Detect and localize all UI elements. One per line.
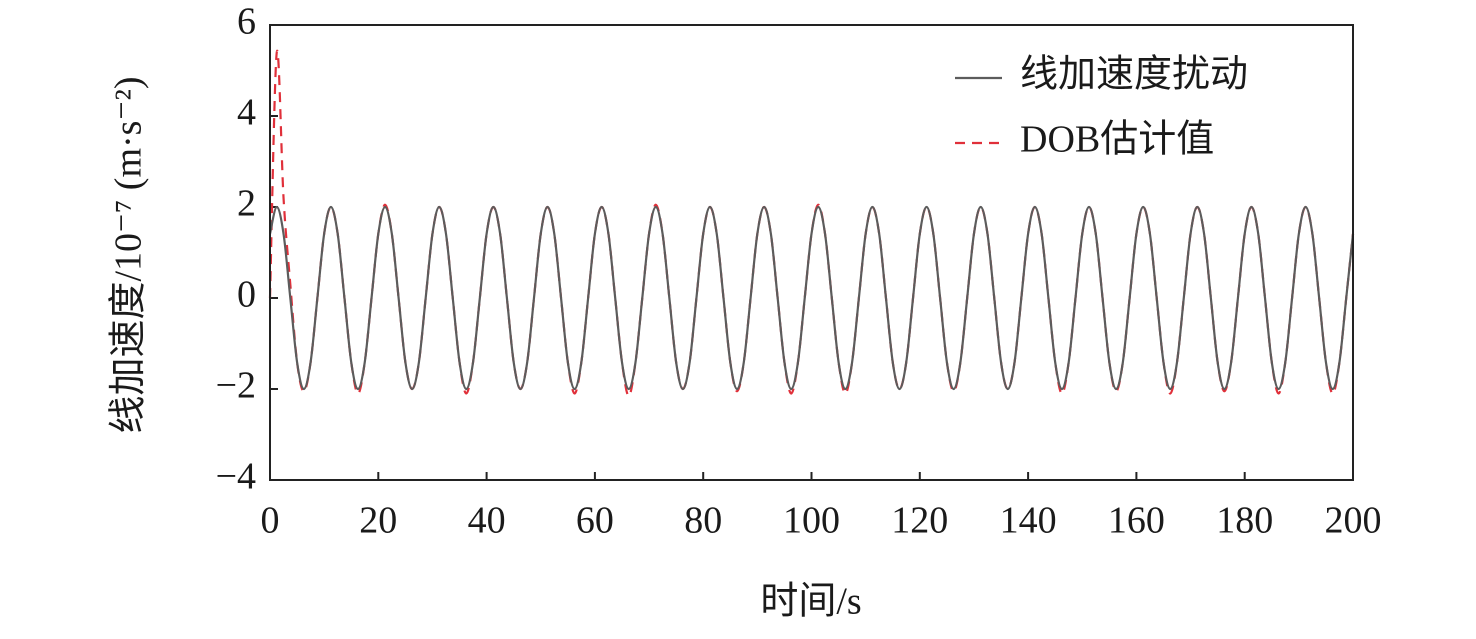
- y-tick-label: −4: [216, 456, 256, 498]
- x-tick-label: 100: [783, 500, 840, 542]
- y-axis-label: 线加速度/10⁻⁷ (m·s⁻²): [108, 76, 150, 433]
- x-tick-label: 140: [1000, 500, 1057, 542]
- legend-label: 线加速度扰动: [1020, 54, 1248, 96]
- y-tick-label: 2: [237, 183, 256, 225]
- data-line: [268, 49, 1355, 397]
- x-tick-label: 60: [576, 500, 614, 542]
- x-tick-label: 0: [261, 500, 280, 542]
- y-tick-label: −2: [216, 365, 256, 407]
- x-tick-label: 160: [1108, 500, 1165, 542]
- y-tick-label: 0: [237, 274, 256, 316]
- x-tick-label: 40: [468, 500, 506, 542]
- x-tick-label: 120: [891, 500, 948, 542]
- y-tick-label: 6: [237, 1, 256, 43]
- data-line: [268, 205, 1355, 391]
- x-axis-label: 时间/s: [760, 581, 861, 623]
- x-tick-label: 200: [1325, 500, 1382, 542]
- x-tick-label: 180: [1216, 500, 1273, 542]
- legend-label: DOB估计值: [1020, 119, 1214, 161]
- y-tick-label: 4: [237, 92, 256, 134]
- plot-frame: [269, 24, 1354, 481]
- x-tick-label: 20: [359, 500, 397, 542]
- x-tick-label: 80: [684, 500, 722, 542]
